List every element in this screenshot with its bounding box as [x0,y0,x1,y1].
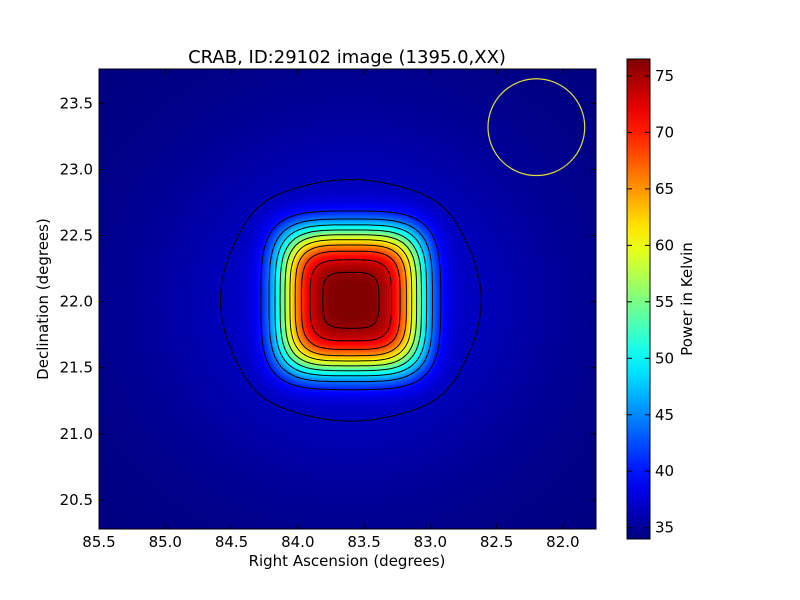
x-tick-label: 83.0 [414,533,447,551]
contour-line [219,178,482,422]
x-tick-label: 84.5 [215,533,248,551]
y-tick-label: 22.0 [60,293,93,311]
heatmap-image [99,69,596,529]
contour-line [284,234,418,367]
x-tick-label: 82.5 [480,533,513,551]
colorbar-tick-label: 45 [655,406,674,424]
y-tick-label: 21.5 [60,359,93,377]
x-tick-label: 85.0 [149,533,182,551]
colorbar-tick-label: 55 [655,293,674,311]
contour-line [294,244,407,357]
colorbar-tick-label: 40 [655,462,674,480]
y-tick-label: 23.5 [60,94,93,112]
contour-lines [219,178,482,422]
colorbar-tick-label: 35 [655,519,674,537]
colorbar [626,58,651,540]
y-tick-label: 20.5 [60,491,93,509]
plot-frame [98,68,597,530]
colorbar-tick-label: 75 [655,67,674,85]
colorbar-label: Power in Kelvin [678,242,696,356]
y-axis-label: Declination (degrees) [34,218,52,380]
y-tick-label: 21.0 [60,425,93,443]
colorbar-axis: 35 40 45 50 55 60 65 70 75 [627,67,674,537]
contour-line [274,224,428,377]
contour-line [289,239,413,362]
beam-circle [487,78,586,177]
colorbar-tick-label: 70 [655,123,674,141]
x-axis: 85.5 85.0 84.5 84.0 83.5 83.0 82.5 82.0 [82,69,580,551]
colorbar-tick-label: 50 [655,349,674,367]
colorbar-tick-label: 65 [655,180,674,198]
x-tick-label: 84.0 [281,533,314,551]
y-axis: 20.5 21.0 21.5 22.0 22.5 23.0 23.5 [60,94,596,509]
x-axis-label: Right Ascension (degrees) [249,552,446,570]
contour-line [309,259,392,342]
x-tick-label: 82.0 [546,533,579,551]
x-tick-label: 85.5 [82,533,115,551]
contour-line [279,229,422,372]
contour-line [260,210,442,391]
x-tick-label: 83.5 [347,533,380,551]
y-tick-label: 23.0 [60,160,93,178]
chart-title: CRAB, ID:29102 image (1395.0,XX) [188,47,506,68]
y-tick-label: 22.5 [60,227,93,245]
colorbar-tick-label: 60 [655,236,674,254]
contour-line [322,271,380,329]
contour-line [301,250,401,350]
contour-line [268,218,433,383]
